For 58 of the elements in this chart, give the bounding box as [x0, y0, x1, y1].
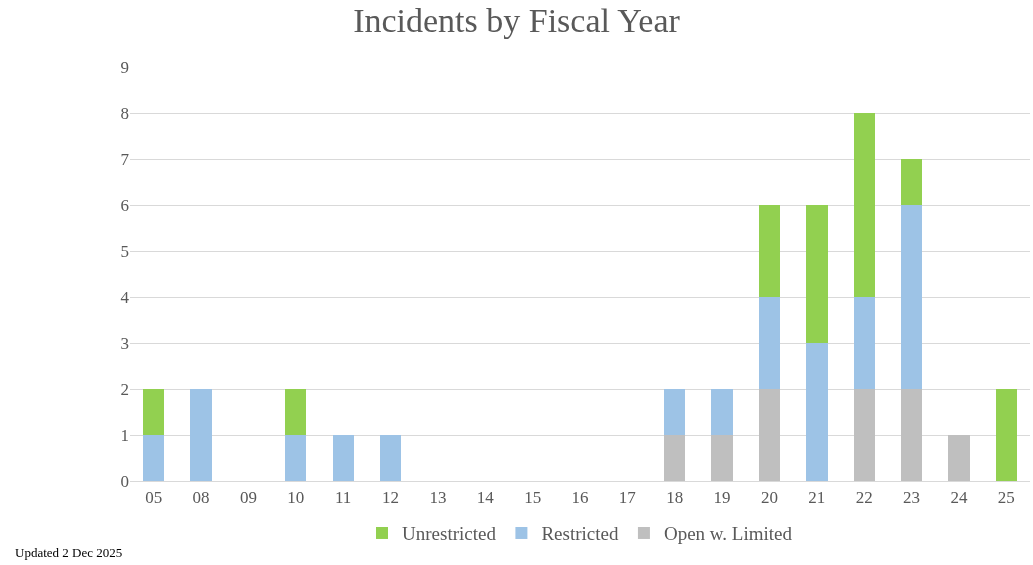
x-tick-label: 24 [950, 487, 968, 507]
y-tick-label: 0 [120, 471, 129, 491]
x-tick-label: 22 [855, 487, 873, 507]
x-tick-label: 14 [476, 487, 495, 507]
bar [758, 297, 781, 389]
x-tick-label: 10 [287, 487, 305, 507]
bar [664, 389, 686, 435]
x-tick-label: 15 [524, 487, 542, 507]
bar [190, 389, 212, 481]
bar [948, 435, 970, 481]
bar [332, 435, 354, 481]
bar [900, 159, 923, 205]
x-tick-label: 09 [239, 487, 257, 507]
x-tick-label: 19 [713, 487, 731, 507]
x-tick-label: 20 [760, 487, 778, 507]
x-tick-label: 18 [666, 487, 684, 507]
x-tick-label: 11 [334, 487, 352, 507]
x-tick-label: 16 [571, 487, 589, 507]
x-tick-label: 25 [997, 487, 1015, 507]
x-tick-label: 13 [429, 487, 447, 507]
x-tick-label: 17 [618, 487, 637, 507]
bar [853, 113, 875, 297]
y-tick-label: 4 [120, 287, 130, 307]
bar [664, 435, 686, 481]
bar [143, 435, 165, 481]
x-tick-label: 21 [808, 487, 826, 507]
bar [711, 435, 733, 481]
bar [379, 435, 402, 481]
bar [900, 389, 923, 481]
x-tick-label: 08 [192, 487, 210, 507]
text: Updated 2 Dec 2025 [15, 545, 123, 560]
bar [995, 389, 1017, 481]
legend-label: Unrestricted [402, 523, 497, 545]
y-tick-label: 9 [120, 57, 129, 77]
legend-label: Open w. Limited [663, 523, 793, 545]
bar [285, 435, 307, 481]
y-tick-label: 1 [120, 425, 129, 445]
x-tick-label: 05 [145, 487, 163, 507]
bar [711, 389, 733, 435]
x-tick-label: 12 [382, 487, 400, 507]
y-tick-label: 6 [120, 195, 129, 215]
bar [758, 205, 781, 297]
bar [806, 205, 828, 343]
chart-title: Incidents by Fiscal Year [353, 2, 681, 40]
bar [143, 389, 165, 435]
x-tick-label: 23 [903, 487, 921, 507]
bar [758, 389, 781, 481]
y-tick-label: 8 [120, 103, 129, 123]
bar [853, 297, 875, 389]
bar [853, 389, 875, 481]
bar [285, 389, 307, 435]
y-tick-label: 7 [120, 149, 130, 169]
y-tick-label: 2 [120, 379, 129, 399]
bar [900, 205, 923, 389]
y-tick-label: 5 [120, 241, 129, 261]
y-tick-label: 3 [120, 333, 129, 353]
legend-label: Restricted [541, 523, 619, 545]
bar [806, 343, 828, 481]
